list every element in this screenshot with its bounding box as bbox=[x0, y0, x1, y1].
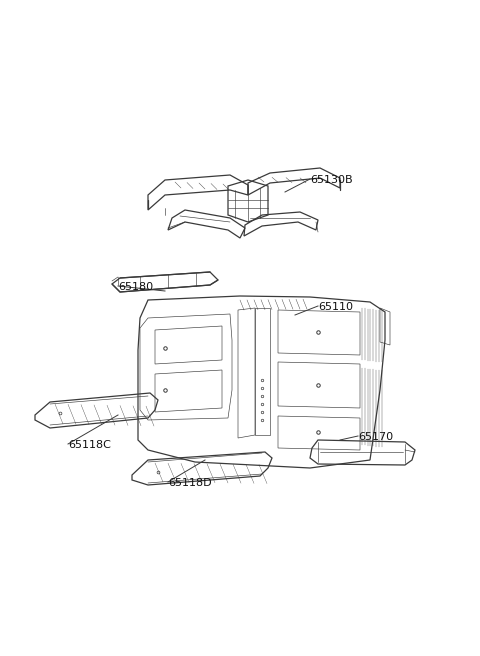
Text: 65170: 65170 bbox=[358, 432, 393, 442]
Text: 65180: 65180 bbox=[118, 282, 153, 292]
Text: 65118D: 65118D bbox=[168, 478, 212, 488]
Text: 65118C: 65118C bbox=[68, 440, 111, 450]
Text: 65110: 65110 bbox=[318, 302, 353, 312]
Text: 65130B: 65130B bbox=[310, 175, 353, 185]
